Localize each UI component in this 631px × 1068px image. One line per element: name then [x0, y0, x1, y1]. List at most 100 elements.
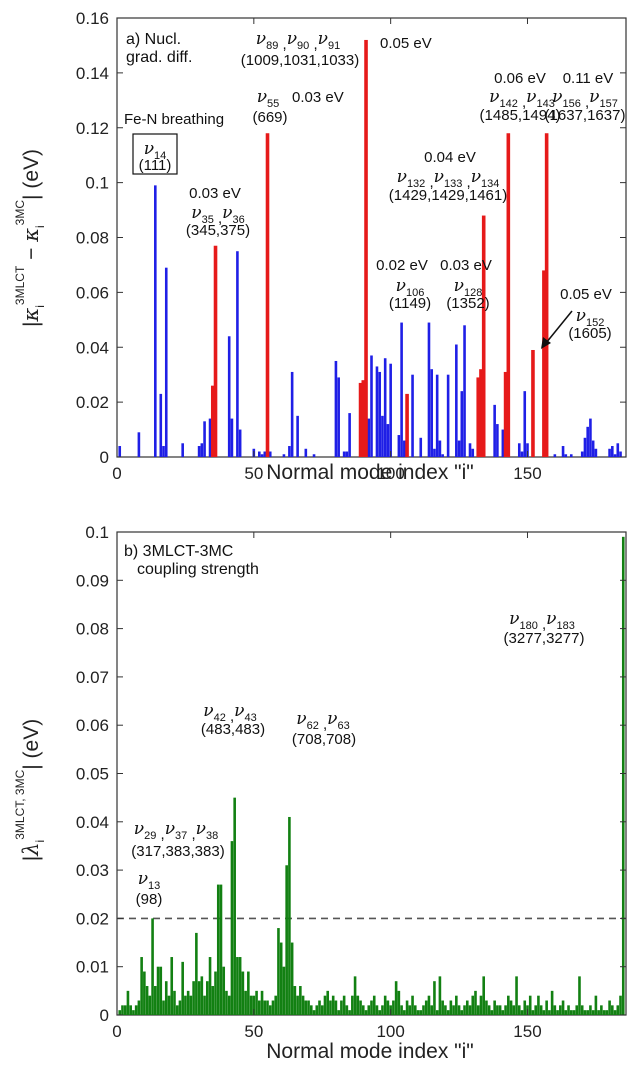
- bar-blue-mode-42: [230, 418, 234, 457]
- energy-label: 0.06 eV: [494, 70, 546, 87]
- bar-mode-177: [600, 1005, 603, 1015]
- panel-a-x-axis-label: Normal mode index "i": [266, 461, 474, 484]
- energy-label: 0.04 eV: [424, 149, 476, 166]
- bar-mode-31: [200, 976, 204, 1015]
- bar-red-mode-142: [503, 371, 508, 457]
- x-tick-label: 100: [376, 1022, 404, 1041]
- bar-blue-mode-45: [238, 429, 242, 457]
- bar-mode-180: [608, 1000, 611, 1015]
- y-tick-label: 0.14: [76, 64, 109, 83]
- bar-red-mode-55: [265, 133, 270, 458]
- bar-mode-9: [140, 957, 143, 1015]
- bar-red-mode-157: [544, 133, 549, 458]
- bar-blue-mode-170: [580, 451, 584, 457]
- bar-blue-mode-93: [370, 355, 373, 457]
- svg-text:|λi3MLCT, 3MC| (eV): |λi3MLCT, 3MC| (eV): [13, 719, 47, 861]
- bar-blue-mode-14: [154, 185, 157, 457]
- panel-b-plot-frame: [116, 531, 627, 1016]
- bar-mode-171: [583, 1010, 587, 1015]
- y-tick-label: 0.08: [76, 620, 109, 639]
- bar-mode-122: [449, 1000, 453, 1015]
- x-tick-label: 50: [244, 464, 263, 483]
- panel-b-y-axis-label: |λi3MLCT, 3MC| (eV): [13, 719, 47, 861]
- panel-a-ticks: 0 50 100 150 0 0.02 0.04 0.06 0.08 0.1 0.12 0.14 0.1…: [76, 9, 626, 483]
- bar-mode-134: [482, 976, 485, 1015]
- bar-blue-mode-164: [564, 454, 568, 457]
- energy-label: 0.03 eV: [292, 89, 344, 106]
- bar-mode-181: [611, 1005, 614, 1015]
- bar-mode-39: [222, 966, 226, 1015]
- bar-mode-56: [268, 1005, 272, 1015]
- bar-mode-68: [301, 995, 305, 1015]
- bar-red-mode-132: [476, 377, 481, 457]
- bar-mode-22: [175, 1005, 179, 1015]
- bar-mode-47: [244, 990, 247, 1015]
- bar-blue-mode-116: [433, 448, 436, 457]
- panel-a-bars: [118, 39, 622, 458]
- energy-label: 0.02 eV: [376, 257, 428, 274]
- mode-label: ν35 ,ν36: [191, 203, 245, 227]
- bar-blue-mode-184: [619, 451, 622, 457]
- bar-mode-2: [121, 1005, 124, 1015]
- bar-blue-mode-173: [589, 418, 592, 457]
- bar-mode-160: [553, 1005, 557, 1015]
- bar-mode-91: [364, 1010, 368, 1015]
- energy-label: 0.03 eV: [440, 257, 492, 274]
- mode-label: ν106: [396, 276, 425, 299]
- panel-b-label-line2: coupling strength: [137, 561, 259, 578]
- bar-blue-mode-24: [181, 443, 184, 457]
- bar-mode-116: [433, 981, 436, 1015]
- bar-blue-mode-95: [375, 366, 379, 457]
- bar-mode-17: [162, 1000, 165, 1015]
- bar-blue-mode-53: [260, 454, 264, 457]
- bar-mode-142: [504, 1005, 507, 1015]
- bar-red-mode-152: [531, 349, 535, 457]
- bar-mode-23: [178, 1000, 182, 1015]
- mode-label: ν128: [454, 276, 483, 299]
- bar-mode-107: [408, 1005, 412, 1015]
- bar-red-mode-143: [506, 133, 511, 458]
- bar-mode-151: [528, 995, 532, 1015]
- bar-mode-178: [602, 1010, 606, 1015]
- bar-mode-159: [550, 990, 554, 1015]
- bar-mode-164: [564, 1010, 568, 1015]
- bar-blue-mode-149: [523, 391, 527, 457]
- bar-blue-mode-96: [378, 371, 382, 457]
- bar-blue-mode-8: [137, 432, 141, 457]
- bar-mode-126: [460, 1010, 464, 1015]
- mode-label: ν62 ,ν63: [296, 709, 350, 733]
- freq-label: (1149): [389, 295, 431, 312]
- bar-mode-98: [383, 995, 387, 1015]
- bar-blue-mode-56: [268, 451, 272, 457]
- bar-mode-113: [424, 1000, 428, 1015]
- bar-mode-14: [154, 986, 157, 1015]
- bar-mode-106: [405, 1000, 409, 1015]
- bar-mode-104: [400, 1005, 403, 1015]
- bar-mode-179: [605, 1010, 609, 1015]
- bar-blue-mode-115: [430, 369, 434, 457]
- bar-mode-63: [288, 816, 291, 1015]
- bar-mode-167: [572, 1010, 576, 1015]
- y-tick-label: 0.08: [76, 229, 109, 248]
- bar-mode-166: [569, 1010, 573, 1015]
- bar-blue-mode-127: [463, 325, 466, 457]
- y-tick-label: 0.1: [85, 174, 109, 193]
- bar-blue-mode-66: [296, 415, 299, 457]
- bar-mode-10: [143, 971, 146, 1015]
- panel-a-chart: 0 50 100 150 0 0.02 0.04 0.06 0.08 0.1 0.12 0.14 0.1…: [13, 9, 627, 484]
- bar-blue-mode-182: [613, 454, 617, 457]
- bar-red-mode-36: [213, 245, 218, 457]
- panel-b-ticks: 0 50 100 150 0 0.01 0.02 0.03 0.04 0.05 0.06 0.07 0.…: [76, 523, 626, 1041]
- bar-blue-mode-34: [208, 418, 212, 457]
- bar-mode-109: [413, 1005, 417, 1015]
- y-tick-label: 0.06: [76, 716, 109, 735]
- bar-mode-13: [151, 918, 154, 1015]
- bar-blue-mode-85: [348, 413, 351, 457]
- fe-n-breathing-label: Fe-N breathing: [124, 111, 224, 128]
- bar-mode-80: [334, 1000, 338, 1015]
- bar-blue-mode-174: [591, 440, 595, 457]
- bar-mode-4: [126, 990, 130, 1015]
- nu14-box: [132, 133, 178, 175]
- bar-mode-28: [192, 981, 195, 1015]
